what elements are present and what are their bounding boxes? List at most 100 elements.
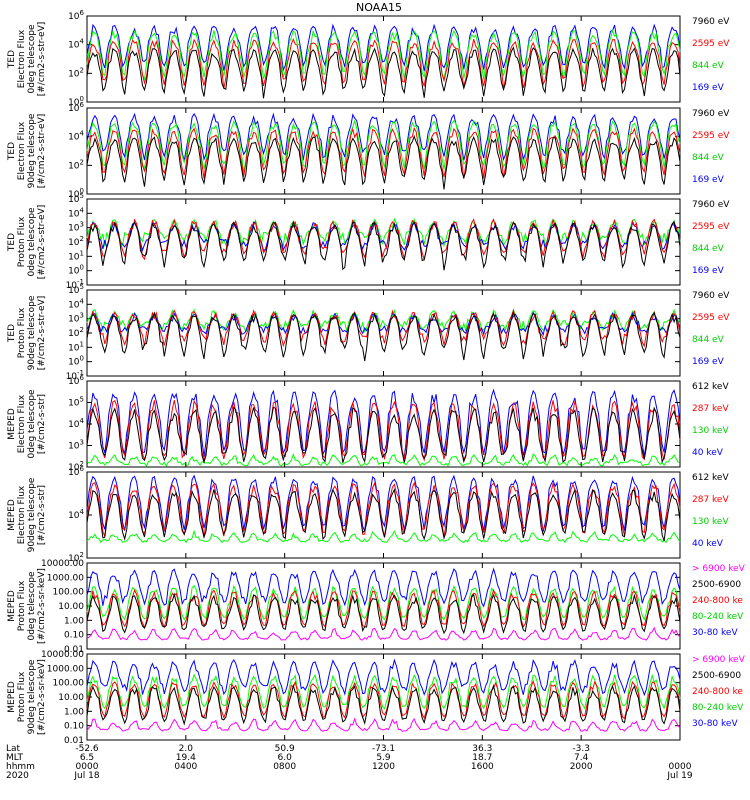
- y-axis-label: [#/cm2-s-str-eV]: [37, 22, 47, 97]
- y-tick-label: 101: [68, 249, 84, 262]
- y-tick-label: 100: [68, 264, 84, 277]
- y-axis-label: Proton Flux: [17, 216, 27, 267]
- x-tick-label: 2.0: [179, 744, 194, 754]
- series-line-3: [86, 218, 681, 262]
- series-line-2: [86, 584, 681, 621]
- legend-entry: 30-80 keV: [692, 628, 738, 638]
- legend-entry: 80-240 keV: [692, 703, 744, 713]
- x-tick-label: 18.7: [472, 753, 492, 763]
- legend-entry: 612 keV: [692, 382, 729, 392]
- legend-entry: 287 keV: [692, 404, 729, 414]
- y-tick-label: 102: [68, 235, 84, 248]
- series-line-3: [86, 37, 681, 89]
- y-axis-label: [#/cm2-s-str]: [37, 394, 47, 454]
- legend-entry: 844 eV: [692, 61, 725, 71]
- y-axis-label: MEPED: [7, 408, 17, 440]
- y-axis-label: 90deg telescope: [27, 113, 37, 188]
- y-tick-label: 104: [68, 130, 84, 143]
- plot-frame: [86, 289, 681, 377]
- series-line-4: [86, 406, 681, 464]
- y-tick-label: 10000.00: [41, 650, 84, 660]
- y-axis-label: TED: [7, 142, 17, 161]
- series-line-2: [86, 29, 681, 80]
- y-axis-label: 90deg telescope: [27, 477, 37, 552]
- y-axis-label: Electron Flux: [17, 29, 27, 88]
- y-axis-label: TED: [7, 50, 17, 69]
- chart-panel-8: 0.01 0.10 1.00 10.00 100.00 1000.00 10000.00 ME…: [7, 650, 746, 746]
- y-tick-label: 1.00: [64, 616, 84, 626]
- y-tick-label: 1000.00: [47, 573, 84, 583]
- y-axis-label: 90deg telescope: [27, 295, 37, 370]
- legend-entry: 169 eV: [692, 83, 725, 93]
- legend-entry: 7960 eV: [692, 109, 730, 119]
- series-line-5: [86, 626, 681, 641]
- y-tick-label: 103: [68, 221, 84, 234]
- y-tick-label: 100.00: [53, 588, 85, 598]
- y-axis-label: MEPED: [7, 590, 17, 622]
- y-axis-label: [#/cm2-s-str-eV]: [37, 296, 47, 371]
- y-axis-label: Electron Flux: [17, 394, 27, 453]
- series-line-2: [86, 119, 681, 173]
- y-tick-label: 10.00: [58, 602, 84, 612]
- y-axis-label: Proton Flux: [17, 671, 27, 722]
- y-axis-label: Proton Flux: [17, 307, 27, 358]
- y-tick-label: 101: [68, 340, 84, 353]
- y-tick-label: 104: [68, 508, 84, 521]
- x-tick-label: 7.4: [574, 753, 589, 763]
- series-line-1: [86, 217, 681, 248]
- y-axis-label: MEPED: [7, 681, 17, 713]
- legend-entry: 7960 eV: [692, 200, 730, 210]
- legend-entry: 240-800 ke: [692, 687, 743, 697]
- legend-entry: 844 eV: [692, 335, 725, 345]
- x-tick-label: 19.4: [176, 753, 196, 763]
- y-tick-label: 104: [68, 417, 84, 430]
- y-tick-label: 0.01: [64, 645, 84, 655]
- series-line-4: [86, 311, 681, 362]
- series-line-1: [86, 567, 681, 608]
- series-line-4: [86, 683, 681, 726]
- x-tick-label: 2000: [570, 762, 593, 772]
- x-tick-label: 0000: [76, 762, 99, 772]
- legend-entry: 2595 eV: [692, 222, 730, 232]
- y-tick-label: 102: [68, 326, 84, 339]
- series-line-4: [86, 592, 681, 635]
- x-tick-label: 0400: [174, 762, 197, 772]
- chart-title: NOAA15: [356, 1, 402, 14]
- series-line-3: [86, 308, 681, 348]
- y-tick-label: 106: [68, 9, 84, 22]
- y-axis-label: Electron Flux: [17, 121, 27, 180]
- legend-entry: 30-80 keV: [692, 719, 738, 729]
- legend-entry: 7960 eV: [692, 17, 730, 27]
- x-row-label: hhmm: [6, 762, 35, 772]
- legend-entry: 40 keV: [692, 539, 724, 549]
- series-line-1: [86, 529, 681, 544]
- legend-entry: 169 eV: [692, 266, 725, 276]
- y-tick-label: 105: [68, 396, 84, 409]
- legend-entry: 2500-6900: [692, 671, 741, 681]
- x-row-label: 2020: [6, 771, 29, 781]
- y-tick-label: 104: [68, 297, 84, 310]
- x-tick-label: 1200: [372, 762, 395, 772]
- legend-entry: 2595 eV: [692, 131, 730, 141]
- series-line-3: [86, 126, 681, 179]
- legend-entry: 40 keV: [692, 448, 724, 458]
- legend-entry: 2500-6900: [692, 580, 741, 590]
- x-tick-label: 0000: [669, 762, 692, 772]
- legend-entry: 80-240 keV: [692, 612, 744, 622]
- y-tick-label: 103: [68, 312, 84, 325]
- series-line-3: [86, 679, 681, 720]
- y-axis-label: TED: [7, 233, 17, 252]
- series-line-2: [86, 474, 681, 532]
- series-line-4: [86, 46, 681, 99]
- x-tick-label: 5.9: [376, 753, 391, 763]
- series-line-4: [86, 220, 681, 271]
- series-line-4: [86, 135, 681, 190]
- legend-entry: 2595 eV: [692, 313, 730, 323]
- y-axis-label: Electron Flux: [17, 485, 27, 544]
